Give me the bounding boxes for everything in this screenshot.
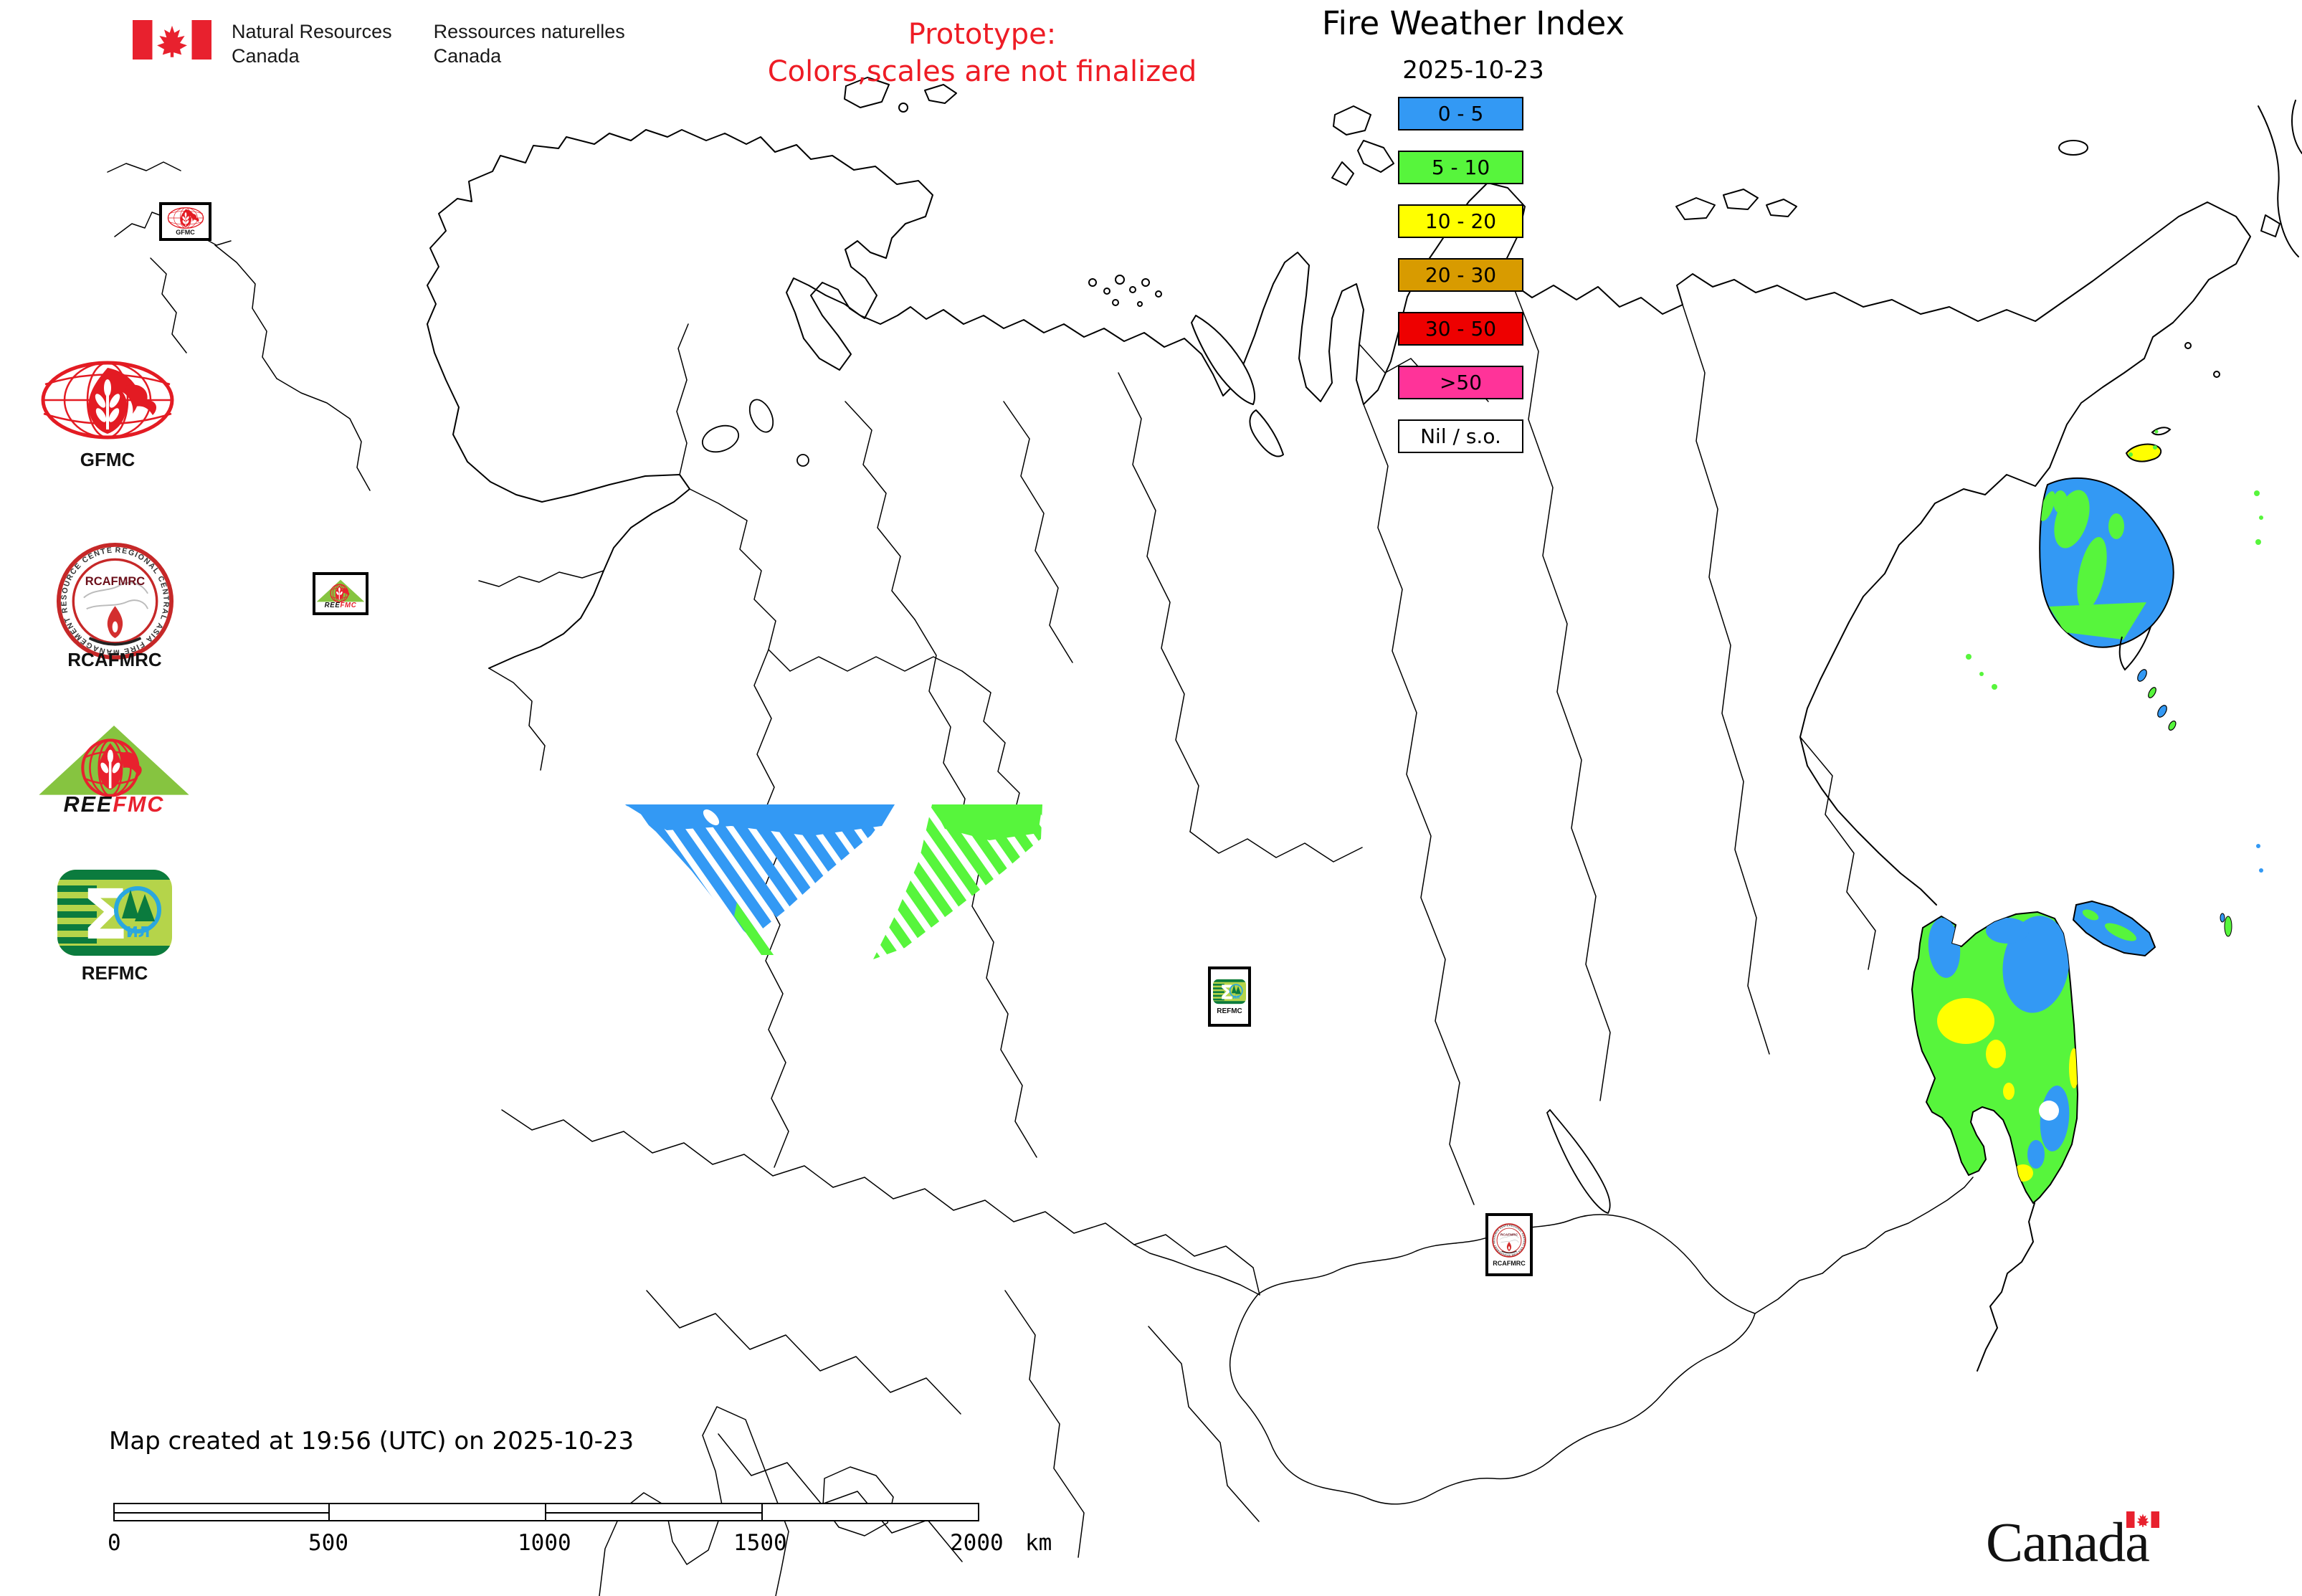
refmc-marker-icon [1213,979,1246,1004]
nrcan-text-en: Natural Resources Canada [232,21,392,67]
scale-tick-1500: 1500 [733,1530,787,1556]
map-marker-reefmc [313,572,368,615]
map-marker-refmc: REFMC [1208,966,1251,1027]
reefmc-marker-icon [316,578,365,609]
rcafmrc-label: RCAFMRC [67,649,162,670]
wordmark-flag-icon [2126,1511,2159,1528]
scale-tick-2000: 2000 [950,1530,1004,1556]
scale-tick-500: 500 [308,1530,348,1556]
gfmc-marker-icon [166,207,206,229]
canada-wordmark: Canada [1986,1514,2149,1570]
scale-unit: km [1025,1530,1052,1556]
scale-segment [330,1503,546,1521]
map-created-text: Map created at 19:56 (UTC) on 2025-10-23 [109,1427,634,1455]
legend-item-nil: Nil / s.o. [1398,419,1523,453]
coastlines [427,100,2302,1372]
prototype-notice: Prototype: Colors,scales are not finaliz… [767,18,1197,88]
map-marker-gfmc: GFMC [159,202,211,241]
map-title: Fire Weather Index [1321,4,1625,42]
legend-item-gt50: >50 [1398,366,1523,399]
fwi-region-west-siberia [625,804,1042,959]
fwi-specks [1966,490,2263,873]
scale-segment [546,1503,763,1521]
fwi-region-kamchatka [2039,477,2174,671]
legend-item-20-30: 20 - 30 [1398,258,1523,292]
reefmc-logo [37,724,191,814]
legend-item-10-20: 10 - 20 [1398,204,1523,238]
region-borders [107,161,1974,1596]
nrcan-signature: Natural Resources Canada Ressources natu… [133,20,625,69]
fwi-region-sakhalin [2072,900,2232,957]
nrcan-text-fr: Ressources naturelles Canada [433,21,625,67]
refmc-logo [57,870,172,956]
scale-bar [113,1503,979,1521]
fwi-region-kurils [2137,669,2177,731]
rcafmrc-logo [56,542,174,660]
map-marker-rcafmrc: RCAFMRC [1485,1213,1533,1276]
gfmc-logo [39,361,176,440]
rcafmrc-marker-icon [1492,1223,1526,1258]
fwi-region-amur-primorye [1911,911,2079,1205]
scale-segment [113,1503,330,1521]
legend-item-5-10: 5 - 10 [1398,151,1523,184]
lakes [701,399,1611,1215]
legend-item-0-5: 0 - 5 [1398,97,1523,130]
gfmc-label: GFMC [80,449,135,470]
islands [844,77,2220,457]
refmc-label: REFMC [81,962,148,984]
map-date: 2025-10-23 [1402,56,1544,85]
legend-item-30-50: 30 - 50 [1398,312,1523,346]
scale-tick-1000: 1000 [518,1530,571,1556]
fwi-region-karaginsky [2125,427,2172,462]
canada-flag-icon [133,20,211,60]
scale-segment [763,1503,979,1521]
scale-tick-0: 0 [108,1530,121,1556]
